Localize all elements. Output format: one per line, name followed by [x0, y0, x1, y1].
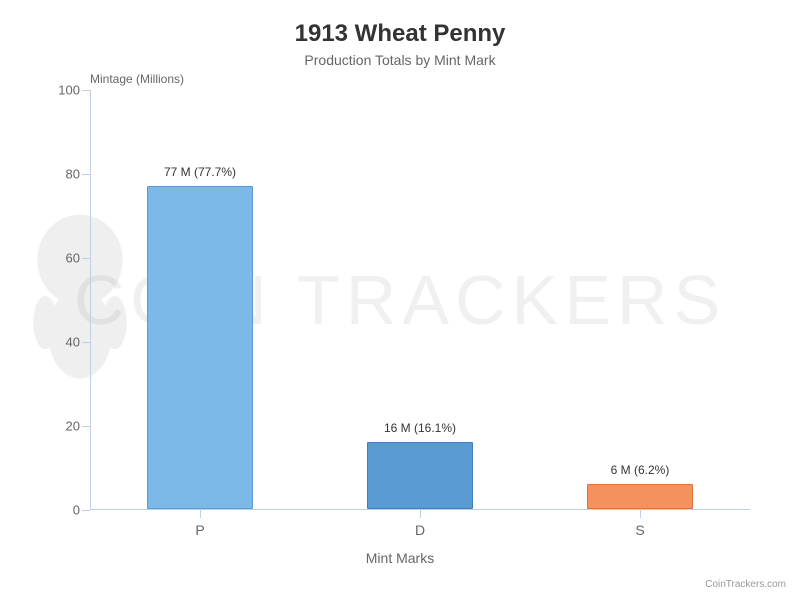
y-tick — [82, 90, 90, 91]
y-tick-label: 100 — [40, 83, 80, 98]
y-tick-label: 20 — [40, 419, 80, 434]
x-tick — [420, 510, 421, 518]
y-axis-line — [90, 90, 91, 510]
chart-title: 1913 Wheat Penny — [0, 0, 800, 48]
x-tick — [640, 510, 641, 518]
x-tick-label: S — [635, 522, 644, 538]
bar — [587, 484, 693, 509]
chart-container: 1913 Wheat Penny Production Totals by Mi… — [0, 0, 800, 600]
bar-value-label: 16 M (16.1%) — [384, 421, 456, 435]
y-tick-label: 0 — [40, 503, 80, 518]
y-tick-label: 60 — [40, 251, 80, 266]
y-tick-label: 80 — [40, 167, 80, 182]
x-tick-label: D — [415, 522, 425, 538]
credit-text: CoinTrackers.com — [705, 579, 786, 590]
chart-subtitle: Production Totals by Mint Mark — [0, 52, 800, 68]
y-tick-label: 40 — [40, 335, 80, 350]
y-tick — [82, 174, 90, 175]
bar — [367, 442, 473, 509]
y-tick — [82, 510, 90, 511]
x-tick-label: P — [195, 522, 204, 538]
y-tick — [82, 258, 90, 259]
y-tick — [82, 342, 90, 343]
x-axis-title: Mint Marks — [366, 550, 434, 566]
y-axis-title: Mintage (Millions) — [90, 72, 184, 86]
bar — [147, 186, 253, 509]
plot-area: 020406080100P77 M (77.7%)D16 M (16.1%)S6… — [90, 90, 750, 510]
x-tick — [200, 510, 201, 518]
y-tick — [82, 426, 90, 427]
bar-value-label: 77 M (77.7%) — [164, 165, 236, 179]
bar-value-label: 6 M (6.2%) — [611, 463, 670, 477]
